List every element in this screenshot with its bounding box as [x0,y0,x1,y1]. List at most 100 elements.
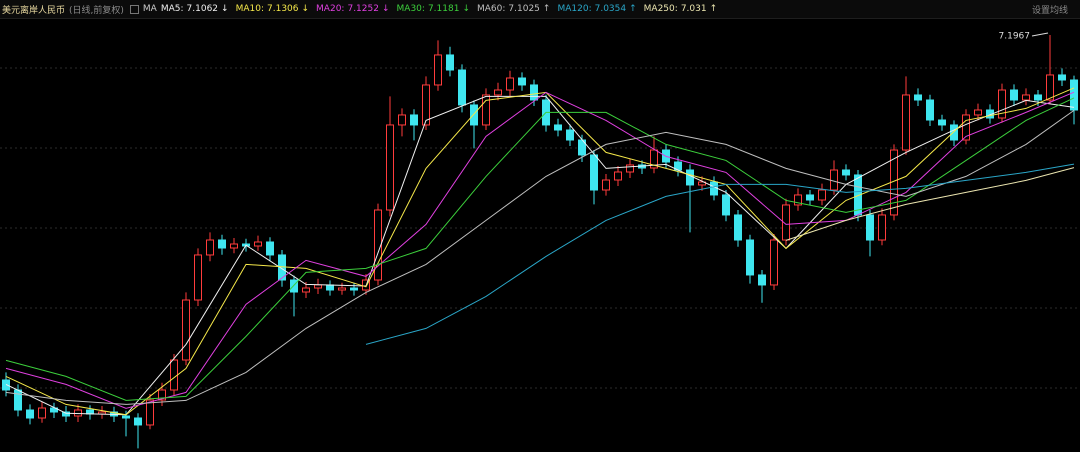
legend-name: MA10 [236,4,264,14]
chart-subtitle: (日线,前复权) [69,5,124,16]
candle-body [818,189,826,201]
legend-value: 7.0354 [594,4,627,14]
candle-body [494,89,502,96]
candle-body [338,287,346,291]
candle-body [350,287,358,291]
legend-name: MA120 [557,4,591,14]
candle-body [554,124,562,131]
ma-line [5,97,1075,401]
ma-label: MA [142,4,157,14]
ma-line [365,163,1075,345]
candle-body [1034,94,1042,101]
candle-body [758,274,766,286]
candle-body [302,287,310,293]
candle-body [194,254,202,301]
legend-value: 7.1306 [267,4,299,14]
candle-body [374,209,382,281]
candle-body [602,179,610,191]
legend-value: 7.1025 [508,4,540,14]
candle-body [326,284,334,291]
candle-body [422,84,430,126]
legend: MA57.1062↓MA107.1306↓MA207.1252↓MA307.11… [161,4,724,14]
legend-item: MA1207.0354↑ [557,4,639,14]
candle-body [1046,74,1054,101]
candle-body [530,84,538,101]
candle-body [2,379,10,391]
legend-value: 7.1062 [186,4,219,14]
candle-body [830,169,838,191]
ma-line [785,167,1075,241]
candle-body [794,194,802,206]
max-label: 7.1967 [999,32,1031,42]
candle-body [446,54,454,71]
legend-item: MA2507.031↑ [644,4,720,14]
legend-item: MA57.1062↓ [161,4,232,14]
candle-body [122,415,130,419]
ma-line [5,109,1075,405]
max-pointer [1031,32,1049,37]
candle-body [290,279,298,293]
candle-body [974,109,982,116]
ma-line [5,91,1075,409]
legend-trend: ↓ [462,4,470,14]
candle-body [986,109,994,119]
candle-body [998,89,1006,119]
candle-body [950,124,958,141]
legend-name: MA250 [644,4,678,14]
candle-body [62,411,70,417]
chart-title: 美元离岸人民币 [2,5,66,16]
candle-body [218,239,226,249]
ma-line [5,95,1075,416]
candle-body [566,129,574,141]
ma-toggle[interactable] [129,4,139,14]
candle-body [506,77,514,91]
legend-name: MA60 [477,4,505,14]
candle-body [914,94,922,101]
candle-body [938,119,946,126]
legend-value: 7.1252 [347,4,379,14]
legend-name: MA5 [161,4,184,14]
candle-body [230,243,238,249]
legend-value: 7.031 [680,4,707,14]
legend-trend: ↓ [381,4,390,14]
candle-body [398,114,406,126]
candle-body [1070,79,1078,111]
legend-item: MA107.1306↓ [236,4,312,14]
candle-body [722,194,730,216]
legend-name: MA30 [397,4,425,14]
legend-trend: ↓ [221,4,229,14]
legend-trend: ↑ [629,4,637,14]
candle-body [866,214,874,241]
candle-body [626,164,634,173]
candle-body [458,69,466,106]
candle-body [614,171,622,181]
candle-body [962,114,970,141]
legend-value: 7.1181 [427,4,460,14]
ma-line [5,87,1075,416]
candle-body [1010,89,1018,101]
legend-item: MA207.1252↓ [316,4,392,14]
legend-trend: ↑ [542,4,551,14]
candle-body [266,241,274,256]
candle-body [806,194,814,201]
candle-body [482,94,490,126]
candle-body [158,389,166,401]
candle-body [770,239,778,286]
candle-body [746,239,754,276]
candle-body [434,54,442,86]
header-bar: 美元离岸人民币 (日线,前复权) MA MA57.1062↓MA107.1306… [0,0,1080,19]
candle-body [878,214,886,241]
legend-trend: ↓ [301,4,310,14]
legend-item: MA307.1181↓ [397,4,473,14]
legend-trend: ↑ [709,4,718,14]
candle-body [518,77,526,86]
candle-body [182,299,190,361]
candle-body [134,417,142,426]
candle-body [590,154,598,191]
settings-button[interactable]: 设置均线 [1031,6,1068,16]
candle-body [698,181,706,186]
candle-body [470,104,478,126]
candle-body [206,239,214,256]
candle-body [14,389,22,411]
candle-body [50,407,58,413]
